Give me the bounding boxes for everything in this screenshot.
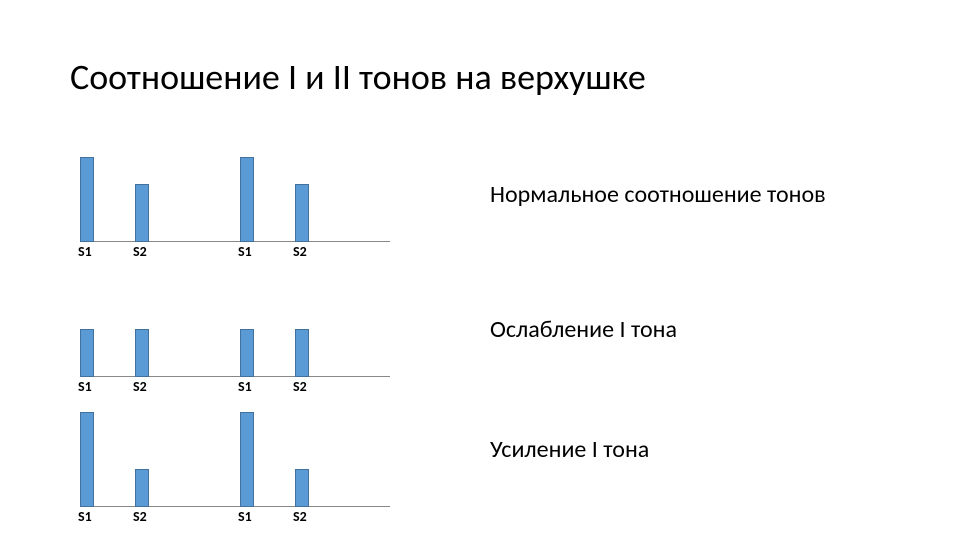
baseline (80, 506, 390, 507)
bar-label: S1 (78, 243, 92, 260)
bar (240, 329, 254, 377)
row-description: Нормальное соотношение тонов (490, 180, 826, 209)
page-title: Соотношение I и II тонов на верхушке (70, 55, 646, 99)
bar-chart: S1 S2 S1 S2 (80, 140, 390, 260)
bar-label: S2 (293, 243, 307, 260)
bar-label: S1 (238, 243, 252, 260)
bar (240, 412, 254, 507)
bar-label: S1 (78, 378, 92, 395)
bar-label: S2 (293, 508, 307, 525)
bar (295, 184, 309, 242)
row-description: Усиление I тона (490, 435, 649, 464)
bar (295, 469, 309, 507)
bar-label: S1 (238, 378, 252, 395)
bar (80, 329, 94, 377)
bar (135, 184, 149, 242)
bar-label: S2 (133, 378, 147, 395)
bar (80, 157, 94, 242)
baseline (80, 376, 390, 377)
baseline (80, 241, 390, 242)
slide: Соотношение I и II тонов на верхушке S1S… (0, 0, 960, 540)
bar (80, 412, 94, 507)
bar (135, 329, 149, 377)
bar (240, 157, 254, 242)
bar-label: S2 (293, 378, 307, 395)
bar-label: S1 (238, 508, 252, 525)
bar-label: S2 (133, 243, 147, 260)
bar-label: S2 (133, 508, 147, 525)
row-description: Ослабление I тона (490, 315, 677, 344)
bar-chart: S1 S2 S1 S2 (80, 275, 390, 395)
bar-label: S1 (78, 508, 92, 525)
bar (295, 329, 309, 377)
bar-chart: S1 S2 S1 S2 (80, 405, 390, 525)
bar (135, 469, 149, 507)
